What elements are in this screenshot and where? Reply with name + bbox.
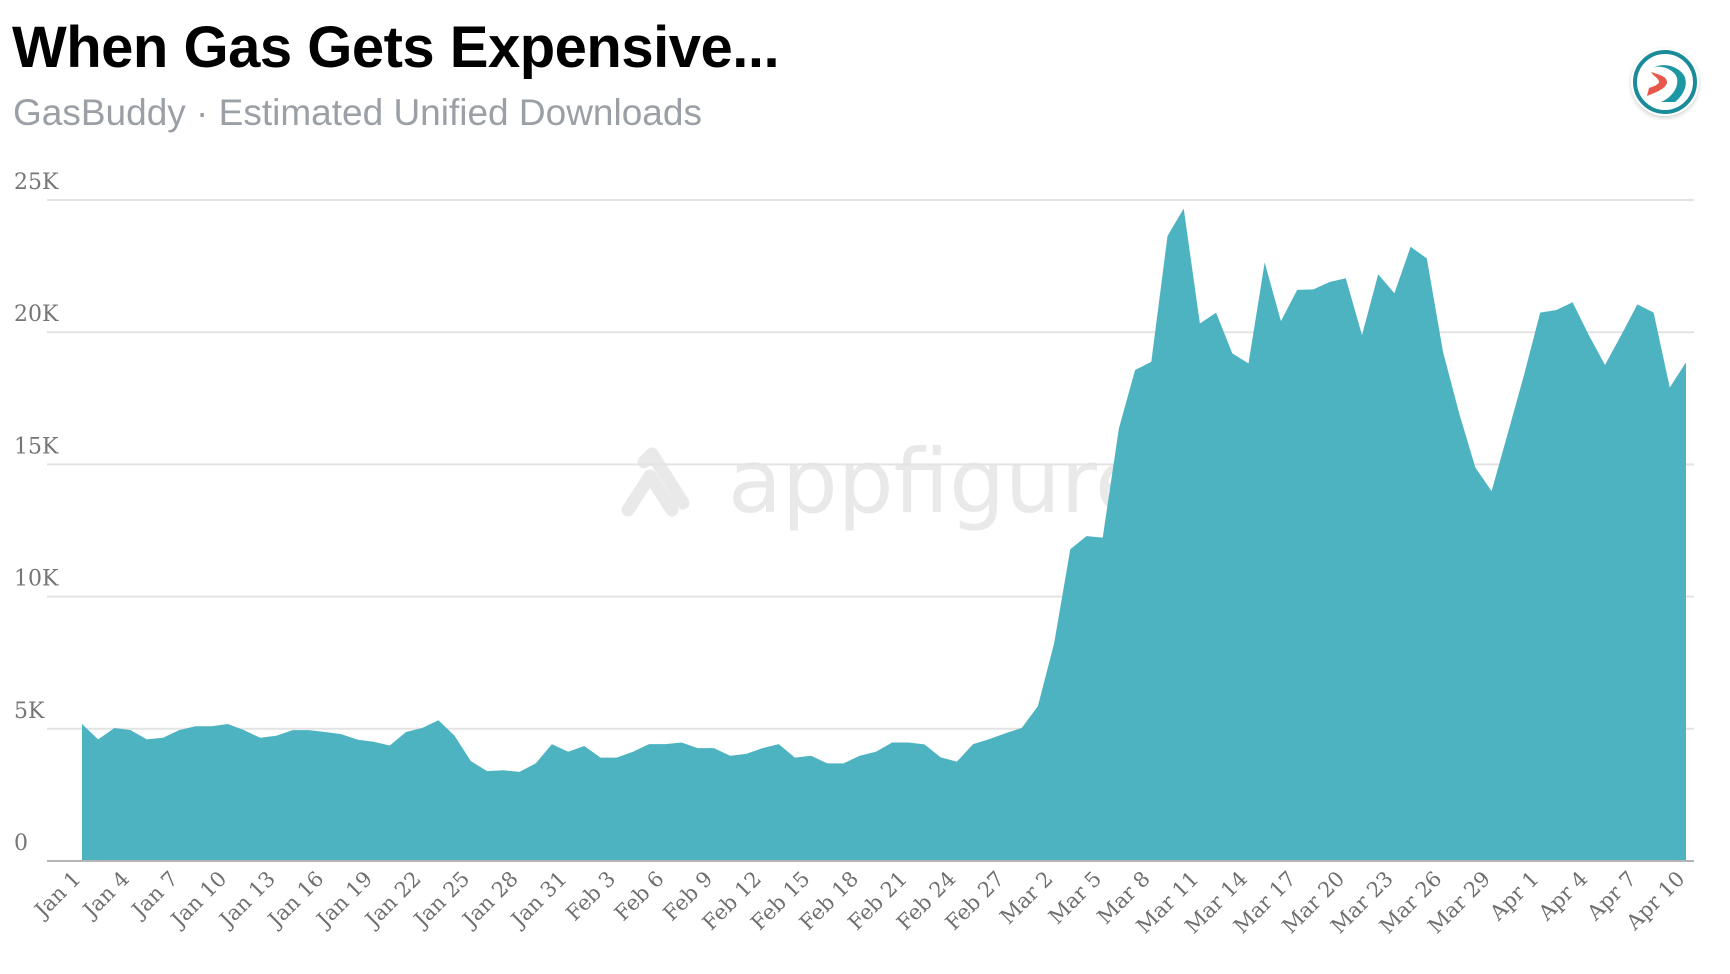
y-axis: 0 5K 10K 15K 20K 25K	[14, 170, 59, 856]
y-tick-label: 5K	[14, 699, 45, 724]
appfigures-logo-icon	[621, 447, 690, 517]
x-tick-label: Jan 4	[77, 867, 134, 924]
chart-subtitle: GasBuddy · Estimated Unified Downloads	[13, 92, 702, 133]
y-tick-label: 15K	[14, 434, 59, 459]
y-tick-label: 0	[14, 831, 28, 856]
x-tick-label: Mar 2	[995, 867, 1057, 929]
gasbuddy-app-icon	[1631, 48, 1699, 116]
x-tick-label: Feb 6	[610, 867, 669, 926]
x-tick-label: Jan 1	[29, 867, 86, 924]
y-tick-label: 20K	[14, 302, 59, 327]
y-tick-label: 10K	[14, 567, 59, 592]
x-tick-label: Apr 4	[1533, 867, 1592, 926]
chart-title: When Gas Gets Expensive...	[12, 15, 780, 80]
y-tick-label: 25K	[14, 170, 59, 195]
x-tick-label: Mar 5	[1044, 867, 1106, 929]
downloads-area-series	[82, 208, 1686, 861]
x-tick-label: Apr 1	[1485, 867, 1544, 926]
x-tick-label: Feb 3	[561, 867, 620, 926]
